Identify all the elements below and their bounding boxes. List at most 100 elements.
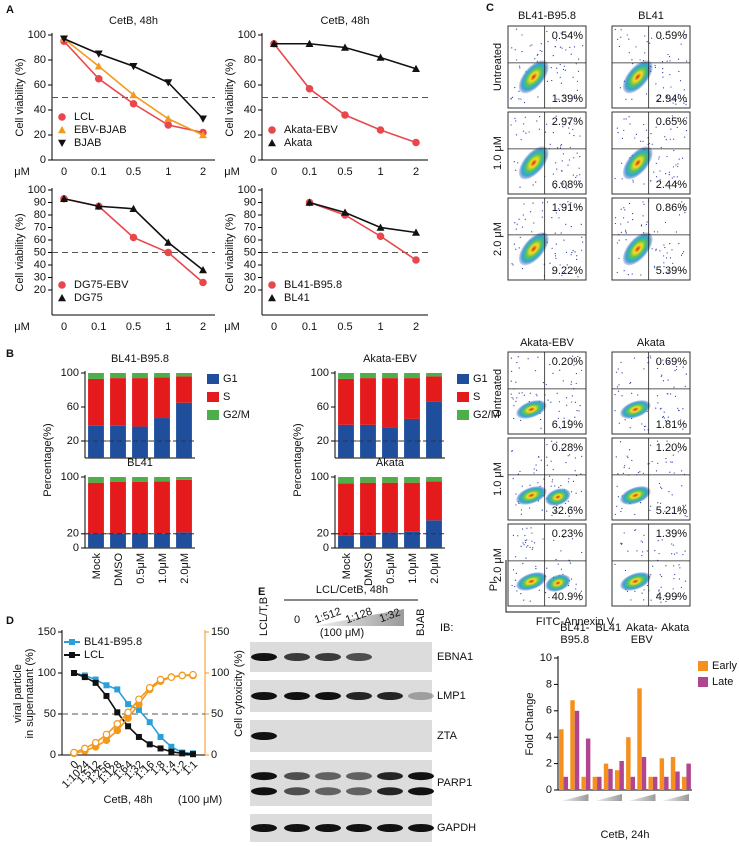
x-tick-label: 1.0μM — [407, 553, 419, 584]
event-dot — [579, 156, 581, 158]
event-dot — [629, 123, 631, 125]
legend-swatch — [457, 374, 469, 384]
bar-segment — [154, 533, 170, 548]
event-dot — [632, 181, 634, 183]
blot-strip — [250, 720, 432, 752]
event-dot — [631, 63, 634, 65]
event-dot — [629, 427, 631, 429]
density-blob — [620, 400, 651, 419]
event-dot — [536, 395, 538, 397]
event-dot — [685, 100, 688, 103]
data-point — [94, 50, 103, 58]
legend-label: S — [473, 391, 480, 403]
event-dot — [560, 568, 563, 570]
y-tick-label: 100 — [238, 29, 256, 41]
x-unit: μM — [14, 321, 30, 333]
bar — [581, 776, 586, 790]
data-point — [69, 652, 75, 658]
legend-label: S — [223, 391, 230, 403]
event-dot — [667, 420, 670, 422]
event-dot — [561, 447, 563, 449]
event-dot — [628, 38, 630, 40]
event-dot — [512, 534, 515, 536]
data-point — [412, 228, 420, 236]
column-header: BL41-B95.8 — [518, 10, 576, 22]
event-dot — [513, 417, 515, 420]
event-dot — [678, 564, 680, 566]
event-dot — [537, 482, 539, 484]
event-dot — [574, 97, 576, 99]
density-blob — [518, 232, 549, 266]
event-dot — [625, 239, 627, 241]
event-dot — [546, 80, 548, 82]
event-dot — [527, 545, 529, 547]
data-point — [113, 720, 122, 728]
bar-segment — [382, 482, 398, 533]
event-dot — [577, 70, 580, 72]
event-dot — [684, 448, 687, 451]
event-dot — [621, 372, 623, 374]
event-dot — [545, 131, 547, 133]
event-dot — [626, 590, 629, 592]
event-dot — [529, 507, 531, 509]
event-dot — [520, 98, 522, 100]
bar — [637, 688, 642, 790]
event-dot — [515, 381, 517, 383]
event-dot — [510, 124, 512, 126]
event-dot — [524, 116, 526, 118]
event-dot — [678, 214, 681, 216]
event-dot — [518, 65, 521, 67]
event-dot — [627, 274, 629, 276]
data-point — [164, 79, 173, 87]
event-dot — [634, 529, 636, 531]
event-dot — [651, 248, 653, 250]
event-dot — [514, 117, 516, 119]
event-dot — [549, 363, 551, 366]
x-tick-label: DMSO — [113, 553, 125, 586]
blot-band — [346, 692, 372, 700]
bar — [686, 763, 691, 790]
event-dot — [675, 103, 677, 105]
event-dot — [514, 556, 517, 558]
event-dot — [518, 392, 520, 394]
event-dot — [675, 231, 677, 233]
event-dot — [660, 486, 662, 488]
event-dot — [570, 507, 572, 509]
x-tick-label: 0.1 — [91, 166, 106, 178]
event-dot — [646, 550, 648, 552]
event-dot — [515, 59, 518, 61]
event-dot — [555, 257, 557, 260]
event-dot — [664, 246, 666, 249]
event-dot — [618, 239, 620, 241]
event-dot — [685, 60, 688, 62]
event-dot — [614, 28, 616, 31]
x-tick-label: 0 — [61, 321, 67, 333]
bar — [664, 776, 669, 790]
event-dot — [550, 67, 552, 69]
event-dot — [568, 159, 571, 161]
event-dot — [568, 478, 570, 480]
data-point — [305, 84, 314, 93]
event-dot — [521, 34, 523, 36]
event-dot — [555, 243, 557, 245]
event-dot — [533, 468, 535, 470]
data-point — [92, 679, 99, 686]
event-dot — [562, 183, 564, 185]
data-point — [268, 139, 276, 147]
event-dot — [658, 156, 660, 158]
y-tick-label: 80 — [244, 54, 256, 66]
event-dot — [663, 417, 665, 419]
event-dot — [662, 71, 664, 74]
event-dot — [558, 410, 560, 413]
event-dot — [649, 509, 651, 511]
event-dot — [669, 243, 671, 245]
event-dot — [563, 417, 565, 419]
event-dot — [546, 456, 548, 458]
event-dot — [678, 31, 680, 33]
event-dot — [578, 357, 581, 359]
series-line — [309, 201, 417, 234]
event-dot — [576, 89, 579, 91]
data-point — [91, 738, 100, 747]
event-dot — [519, 470, 521, 473]
event-dot — [570, 383, 572, 385]
